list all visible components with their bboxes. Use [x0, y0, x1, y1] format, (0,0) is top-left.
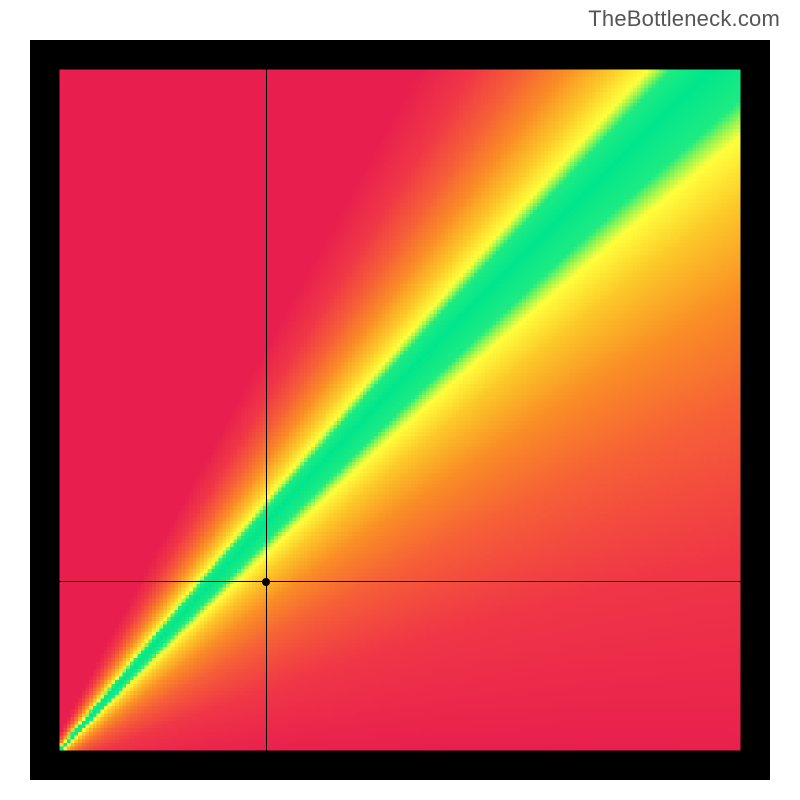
chart-container: TheBottleneck.com — [0, 0, 800, 800]
heatmap-canvas — [30, 40, 770, 780]
crosshair-horizontal — [57, 581, 743, 582]
marker-dot — [262, 578, 270, 586]
watermark-text: TheBottleneck.com — [588, 6, 780, 32]
plot-area — [30, 40, 770, 780]
crosshair-vertical — [266, 67, 267, 753]
